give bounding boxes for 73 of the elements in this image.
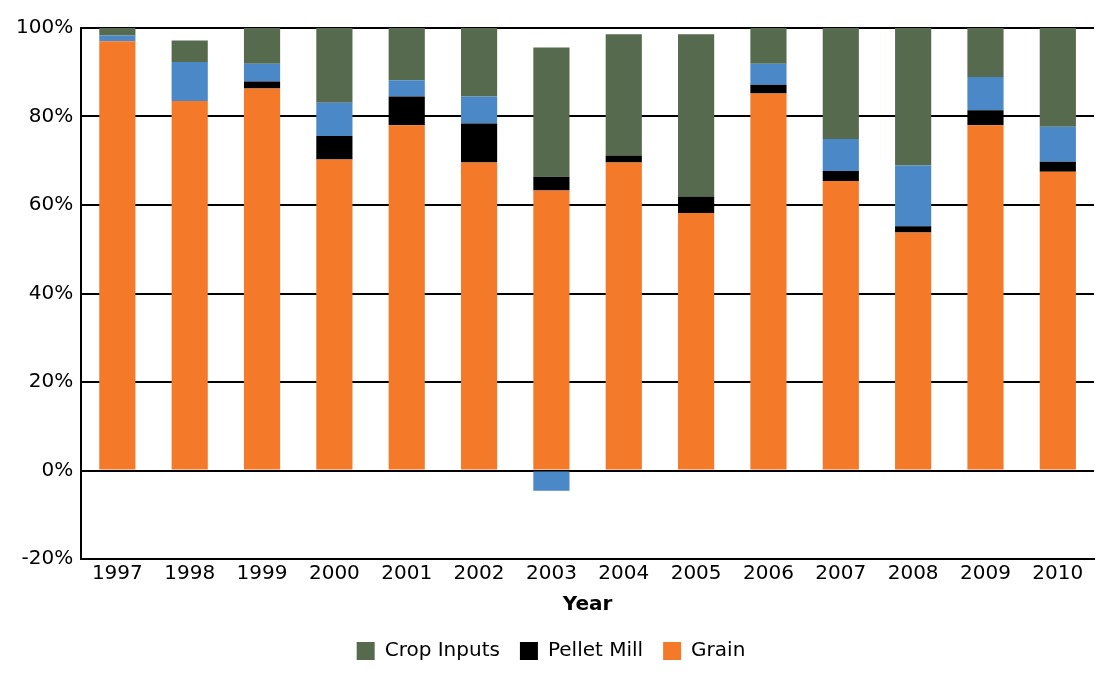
y-tick-label: 20% <box>28 368 74 393</box>
bar <box>533 176 570 191</box>
bar <box>822 139 859 171</box>
bar <box>895 232 932 470</box>
x-tick-label: 2005 <box>670 560 722 585</box>
bar <box>316 135 353 160</box>
bar <box>460 123 498 163</box>
bar <box>99 41 136 470</box>
bar <box>895 165 932 227</box>
bar <box>1039 161 1076 172</box>
bar <box>533 190 570 470</box>
bar <box>605 155 642 163</box>
x-tick-label: 1998 <box>164 560 216 585</box>
x-tick-label: 2010 <box>1032 560 1084 585</box>
bar <box>316 159 353 470</box>
x-tick-label: 2007 <box>815 560 867 585</box>
bar <box>605 162 642 470</box>
bar <box>750 93 787 470</box>
bar <box>460 96 498 124</box>
bar <box>316 28 353 103</box>
x-tick-label: 2002 <box>453 560 505 585</box>
y-tick-label: 100% <box>15 14 74 39</box>
bar <box>243 81 281 89</box>
bar <box>171 40 208 63</box>
bar <box>967 28 1004 78</box>
bar <box>605 34 642 156</box>
bar <box>533 47 570 177</box>
bar <box>388 80 425 97</box>
bar <box>460 28 498 97</box>
x-tick-label: 2000 <box>308 560 360 585</box>
bar <box>243 63 281 82</box>
x-tick-label: 1997 <box>91 560 143 585</box>
bar <box>967 125 1004 470</box>
bar <box>678 212 715 470</box>
bar <box>243 28 281 64</box>
legend-label: Crop Inputs <box>384 637 500 662</box>
bar <box>1039 171 1076 470</box>
x-axis-title: Year <box>561 591 613 616</box>
bar <box>460 162 498 470</box>
bar <box>750 84 787 94</box>
bar <box>1039 126 1076 162</box>
bar <box>678 34 715 197</box>
bar <box>822 170 859 182</box>
x-tick-label: 1999 <box>236 560 288 585</box>
bar <box>967 77 1004 111</box>
y-tick-label: 80% <box>28 102 74 127</box>
bar <box>99 28 136 36</box>
x-tick-label: 2006 <box>743 560 794 585</box>
legend-label: Pellet Mill <box>547 637 644 662</box>
bar <box>750 63 787 85</box>
bar <box>750 28 787 64</box>
bar <box>388 28 425 81</box>
bar <box>533 471 570 491</box>
x-tick-label: 2003 <box>525 560 577 585</box>
x-tick-label: 2008 <box>887 560 939 585</box>
x-tick-label: 2004 <box>598 560 650 585</box>
bar <box>388 125 425 470</box>
x-tick-label: 2009 <box>960 560 1011 585</box>
y-tick-label: 0% <box>41 456 74 481</box>
bar <box>171 101 208 470</box>
x-tick-label: 2001 <box>381 560 433 585</box>
bar <box>1039 28 1076 127</box>
y-tick-label: 60% <box>28 191 74 216</box>
bar <box>895 28 932 166</box>
y-tick-label: 40% <box>28 279 74 304</box>
bar <box>822 181 859 470</box>
legend-label: Grain <box>691 637 746 662</box>
bar <box>171 62 208 102</box>
bar <box>895 226 932 233</box>
bar <box>316 102 353 136</box>
bar <box>822 28 859 140</box>
y-tick-label: -20% <box>21 545 74 570</box>
bar <box>243 88 281 470</box>
